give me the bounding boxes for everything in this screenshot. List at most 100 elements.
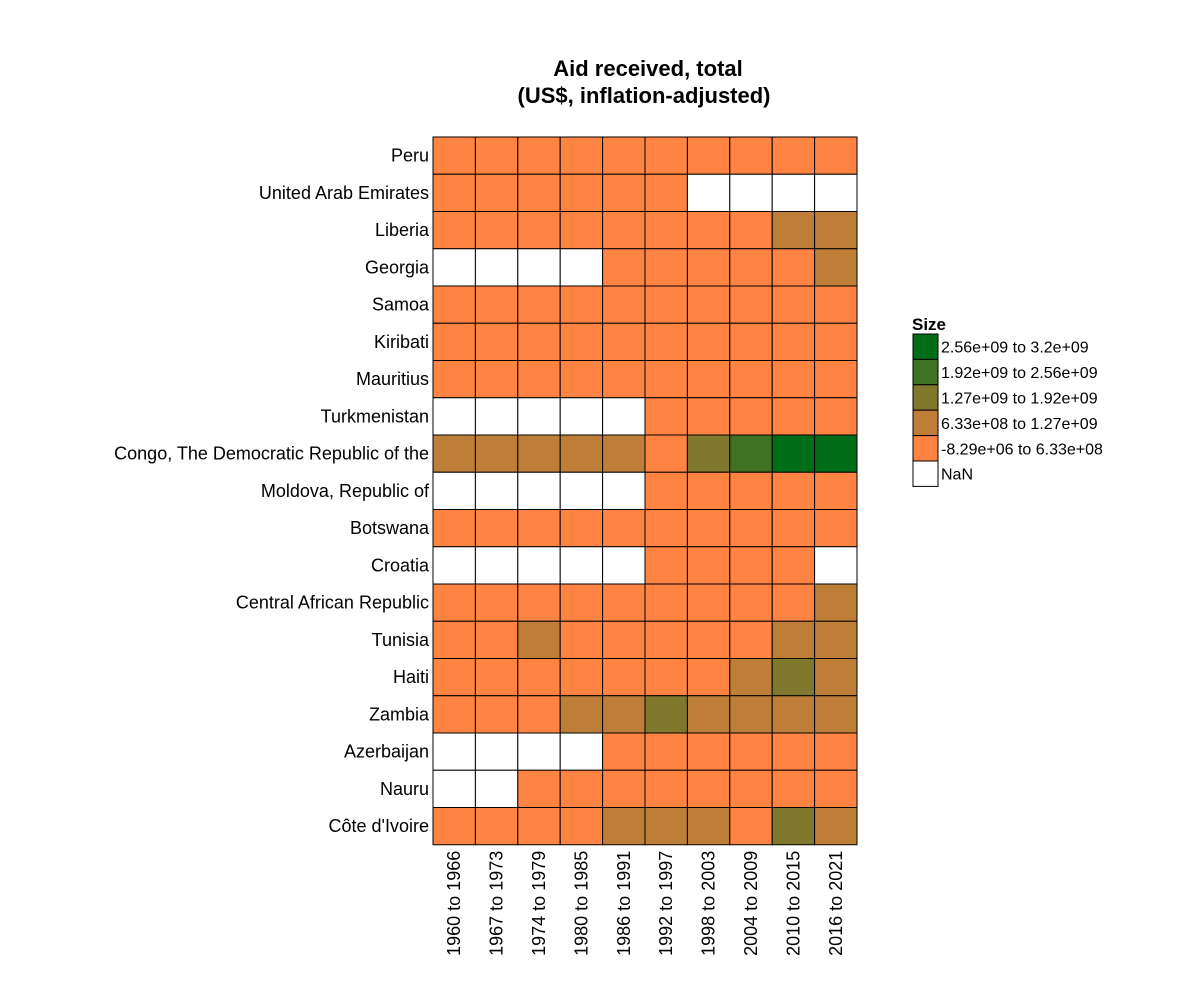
heatmap-cell-nauru-5	[644, 769, 688, 808]
heatmap-cell-congo-the-democratic-republic-of-the-1	[474, 434, 519, 473]
heatmap-cell-liberia-6	[686, 211, 731, 250]
heatmap-cell-tunisia-9	[814, 620, 858, 659]
column-label-1980-to-1985: 1980 to 1985	[571, 851, 591, 956]
column-label-1974-to-1979: 1974 to 1979	[529, 851, 549, 956]
heatmap-cell-mauritius-2	[517, 360, 561, 399]
heatmap-cell-mauritius-9	[814, 360, 858, 399]
heatmap-cell-moldova-republic-of-3	[559, 471, 604, 510]
heatmap-cell-central-african-republic-6	[686, 583, 731, 622]
legend-label-2: 1.27e+09 to 1.92e+09	[941, 391, 1098, 408]
row-label-georgia: Georgia	[365, 257, 430, 277]
heatmap-cell-azerbaijan-9	[814, 732, 858, 771]
heatmap-cell-tunisia-8	[771, 620, 816, 659]
heatmap-cell-mauritius-4	[602, 360, 646, 399]
chart-subtitle: (US$, inflation-adjusted)	[518, 83, 771, 108]
heatmap-cell-zambia-8	[771, 695, 816, 734]
heatmap-cell-cote-d-ivoire-5	[644, 807, 688, 846]
heatmap-cell-kiribati-5	[644, 322, 688, 361]
heatmap-cell-zambia-7	[729, 695, 773, 734]
heatmap-cell-tunisia-5	[644, 620, 688, 659]
legend-swatch-1	[912, 358, 939, 386]
heatmap-cell-botswana-5	[644, 509, 688, 548]
heatmap-cell-united-arab-emirates-1	[474, 173, 519, 212]
heatmap-cell-turkmenistan-2	[517, 397, 561, 436]
heatmap-cell-kiribati-1	[474, 322, 519, 361]
heatmap-cell-croatia-3	[559, 546, 604, 585]
heatmap-cell-peru-2	[517, 136, 561, 175]
row-label-liberia: Liberia	[375, 220, 430, 240]
column-label-1986-to-1991: 1986 to 1991	[614, 851, 634, 956]
heatmap-cell-botswana-0	[432, 509, 476, 548]
heatmap-cell-cote-d-ivoire-7	[729, 807, 773, 846]
row-label-kiribati: Kiribati	[374, 332, 429, 352]
heatmap-cell-kiribati-2	[517, 322, 561, 361]
heatmap-cell-azerbaijan-7	[729, 732, 773, 771]
heatmap-cell-haiti-9	[814, 658, 858, 697]
heatmap-cell-botswana-9	[814, 509, 858, 548]
heatmap-cell-tunisia-0	[432, 620, 476, 659]
heatmap-cell-kiribati-0	[432, 322, 476, 361]
heatmap-cell-mauritius-3	[559, 360, 604, 399]
heatmap-cell-mauritius-1	[474, 360, 519, 399]
heatmap-cell-georgia-7	[729, 248, 773, 287]
row-label-haiti: Haiti	[393, 667, 429, 687]
heatmap-cell-georgia-4	[602, 248, 646, 287]
heatmap-cell-azerbaijan-3	[559, 732, 604, 771]
heatmap-cell-turkmenistan-5	[644, 397, 688, 436]
heatmap-cell-peru-5	[644, 136, 688, 175]
heatmap-cell-congo-the-democratic-republic-of-the-6	[686, 434, 731, 473]
legend-label-3: 6.33e+08 to 1.27e+09	[941, 416, 1098, 433]
heatmap-cell-peru-3	[559, 136, 604, 175]
heatmap-cell-zambia-3	[559, 695, 604, 734]
heatmap-cell-congo-the-democratic-republic-of-the-3	[559, 434, 604, 473]
legend-swatch-0	[912, 333, 939, 360]
heatmap-cell-samoa-0	[432, 285, 476, 324]
heatmap-cell-moldova-republic-of-5	[644, 471, 688, 510]
heatmap-cell-cote-d-ivoire-2	[517, 807, 561, 846]
heatmap-cell-haiti-7	[729, 658, 773, 697]
heatmap-cell-central-african-republic-8	[771, 583, 816, 622]
heatmap-cell-kiribati-4	[602, 322, 646, 361]
heatmap-cell-haiti-6	[686, 658, 731, 697]
column-label-2010-to-2015: 2010 to 2015	[783, 851, 803, 956]
row-label-zambia: Zambia	[369, 704, 430, 724]
heatmap-cell-samoa-9	[814, 285, 858, 324]
heatmap-cell-liberia-4	[602, 211, 646, 250]
heatmap-cell-turkmenistan-1	[474, 397, 519, 436]
heatmap-cell-liberia-9	[814, 211, 858, 250]
heatmap-cell-united-arab-emirates-0	[432, 173, 476, 212]
heatmap-cell-nauru-8	[771, 769, 816, 808]
heatmap-cell-georgia-8	[771, 248, 816, 287]
heatmap-cell-zambia-0	[432, 695, 476, 734]
heatmap-cell-samoa-8	[771, 285, 816, 324]
heatmap-cell-botswana-6	[686, 509, 731, 548]
heatmap-cell-georgia-0	[432, 248, 476, 287]
heatmap-cell-turkmenistan-4	[602, 397, 646, 436]
heatmap-cell-nauru-4	[602, 769, 646, 808]
heatmap-cell-tunisia-7	[729, 620, 773, 659]
heatmap-cell-congo-the-democratic-republic-of-the-5	[644, 434, 688, 473]
heatmap-cell-peru-1	[474, 136, 519, 175]
heatmap-cell-moldova-republic-of-2	[517, 471, 561, 510]
heatmap-cell-congo-the-democratic-republic-of-the-4	[602, 434, 646, 473]
heatmap-cell-mauritius-7	[729, 360, 773, 399]
heatmap-cell-cote-d-ivoire-8	[771, 807, 816, 846]
column-label-2016-to-2021: 2016 to 2021	[826, 851, 846, 956]
heatmap-cell-haiti-2	[517, 658, 561, 697]
column-labels: 1960 to 1966 1967 to 1973 1974 to 1979 1980…	[444, 851, 846, 956]
heatmap-cell-samoa-1	[474, 285, 519, 324]
heatmap-cell-samoa-5	[644, 285, 688, 324]
heatmap-cell-moldova-republic-of-6	[686, 471, 731, 510]
heatmap-cell-united-arab-emirates-5	[644, 173, 688, 212]
heatmap-cell-mauritius-6	[686, 360, 731, 399]
heatmap-cell-georgia-5	[644, 248, 688, 287]
heatmap-cell-central-african-republic-4	[602, 583, 646, 622]
heatmap-cell-haiti-5	[644, 658, 688, 697]
heatmap-cell-nauru-1	[474, 769, 519, 808]
heatmap-cell-peru-8	[771, 136, 816, 175]
heatmap-cell-georgia-6	[686, 248, 731, 287]
heatmap-cell-liberia-1	[474, 211, 519, 250]
heatmap-cell-cote-d-ivoire-6	[686, 807, 731, 846]
heatmap-cell-liberia-5	[644, 211, 688, 250]
legend-swatch-2	[912, 384, 939, 411]
